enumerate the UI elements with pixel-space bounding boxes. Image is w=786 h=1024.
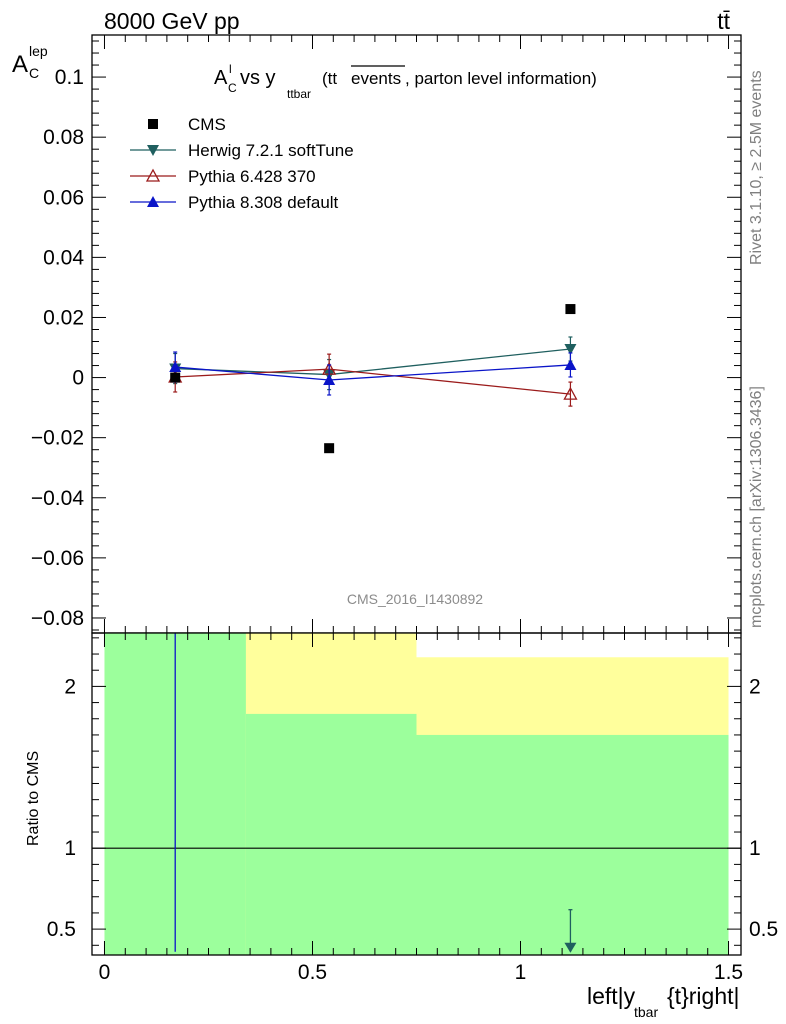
y-axis-label-sup: lep: [29, 43, 48, 59]
x-axis-label-part2: {t}right|: [667, 983, 739, 1009]
uncertainty-band-green-2: [416, 734, 729, 955]
main-y-tick-label: 0.08: [43, 126, 84, 149]
x-tick-label: 1: [515, 961, 527, 984]
main-panel: −0.08 −0.06 −0.04 −0.02 0 0.02 0.04 0.06 0.08 0.1: [31, 34, 742, 634]
data-point-cms: [565, 304, 576, 315]
data-point-pythia8: [323, 373, 336, 385]
ratio-y-tick-label: 2: [64, 675, 76, 698]
data-point-cms: [170, 372, 181, 383]
title-main: A: [214, 67, 228, 89]
uncertainty-band-green-1: [245, 713, 417, 955]
ratio-marker-herwig: [564, 942, 577, 953]
x-axis-label: left|y tbar {t}right|: [587, 983, 739, 1020]
x-tick-label: 0: [99, 961, 111, 984]
legend: CMS Herwig 7.2.1 softTune Pythia 6.428 370…: [130, 115, 354, 212]
x-tick-label: 1.5: [714, 961, 743, 984]
main-y-tick-label: 0.04: [43, 246, 84, 269]
title-main-sub: C: [228, 81, 237, 95]
series-line-herwig: [175, 348, 571, 376]
series-line-pythia6: [175, 368, 571, 395]
y-axis-label-base: A: [12, 51, 28, 78]
main-y-tick-label: −0.02: [31, 427, 84, 450]
ratio-y-tick-label-right: 1: [749, 837, 761, 860]
main-y-tick-label: −0.04: [31, 487, 84, 510]
title-paren-close: , parton level information): [405, 69, 597, 88]
legend-label-pythia8: Pythia 8.308 default: [188, 193, 339, 212]
energy-label: 8000 GeV pp: [104, 8, 240, 34]
legend-label-cms: CMS: [188, 115, 226, 134]
legend-marker-herwig: [147, 145, 159, 156]
ratio-axis-label: Ratio to CMS: [25, 751, 42, 846]
title-paren-open: (tt: [322, 69, 337, 88]
main-y-tick-label: 0: [72, 367, 84, 390]
x-axis-label-sub: tbar: [634, 1004, 658, 1020]
title-vs: vs y: [240, 67, 276, 89]
main-y-tick-label: −0.08: [31, 607, 84, 630]
ratio-y-tick-label: 1: [64, 837, 76, 860]
title-main-sup: l: [229, 62, 232, 76]
ratio-y-tick-label: 0.5: [47, 918, 76, 941]
legend-label-pythia6: Pythia 6.428 370: [188, 167, 316, 186]
data-point-pythia6: [563, 386, 578, 400]
ratio-y-tick-label-right: 0.5: [749, 918, 778, 941]
ratio-y-tick-label-right: 2: [749, 675, 761, 698]
x-axis-label-part1: left|y: [587, 983, 636, 1009]
data-point-pythia8: [564, 358, 577, 370]
main-y-tick-label: 0.06: [43, 186, 84, 209]
title-vs-sub: ttbar: [287, 87, 311, 101]
rivet-version-label: Rivet 3.1.10, ≥ 2.5M events: [748, 70, 765, 265]
y-axis-label: A C lep: [12, 43, 48, 81]
main-y-tick-label: 0.02: [43, 306, 84, 329]
mcplots-label: mcplots.cern.ch [arXiv:1306.3436]: [748, 386, 765, 628]
main-y-tick-label: 0.1: [55, 66, 84, 89]
data-point-herwig: [564, 344, 577, 356]
x-tick-label: 0.5: [298, 961, 327, 984]
title-paren-overline: events: [351, 69, 401, 88]
legend-marker-pythia6: [145, 168, 161, 182]
legend-label-herwig: Herwig 7.2.1 softTune: [188, 141, 354, 160]
main-y-tick-label: −0.06: [31, 547, 84, 570]
ratio-panel: 0 0.5 1 1.5 0.5 0.5 1 1 2 2: [47, 632, 778, 984]
data-point-cms: [324, 443, 335, 454]
y-axis-label-sub: C: [29, 65, 39, 81]
plot-title: A C l vs y ttbar (tt events , parton lev…: [214, 62, 597, 101]
data-point-pythia8: [169, 361, 182, 373]
series-line-pythia8: [175, 364, 571, 381]
analysis-watermark: CMS_2016_I1430892: [347, 591, 483, 607]
legend-marker-cms: [148, 119, 158, 129]
process-label: tt̄: [717, 8, 730, 34]
legend-marker-pythia8: [147, 196, 159, 207]
